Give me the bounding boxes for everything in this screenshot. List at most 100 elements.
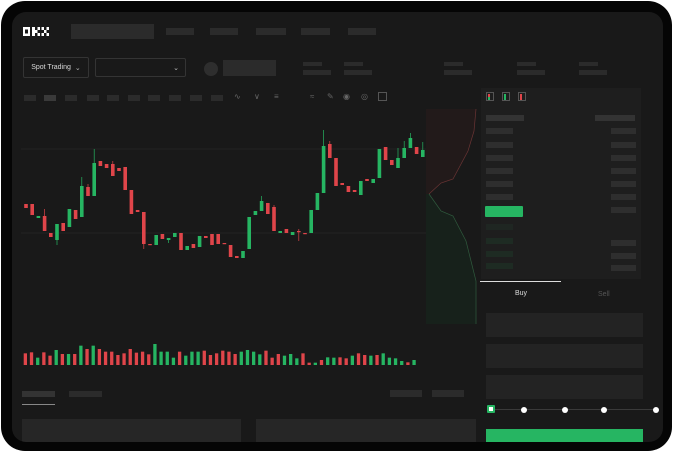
timeframe-button[interactable]: [44, 95, 56, 101]
okx-logo[interactable]: [23, 25, 53, 39]
candle-body: [92, 163, 96, 196]
volume-bar: [128, 349, 132, 365]
price-chart[interactable]: [12, 12, 663, 442]
bottom-action[interactable]: [390, 390, 422, 397]
volume-bar: [110, 351, 114, 365]
timeframe-button[interactable]: [107, 95, 119, 101]
nav-item[interactable]: [301, 28, 330, 35]
orderbook-sell-icon[interactable]: [518, 92, 526, 101]
candle-body: [210, 234, 214, 245]
timeframe-button[interactable]: [190, 95, 202, 101]
volume-bar: [282, 355, 287, 365]
ask-price: [486, 142, 513, 148]
indicator-icon[interactable]: ∨: [254, 92, 260, 101]
camera-icon[interactable]: ◉: [343, 92, 350, 101]
draw-icon[interactable]: ✎: [327, 92, 334, 101]
settings-icon[interactable]: ◎: [361, 92, 368, 101]
timeframe-button[interactable]: [65, 95, 77, 101]
ask-size: [611, 168, 636, 174]
candle-body: [135, 210, 140, 212]
price-input[interactable]: [486, 313, 643, 337]
nav-item[interactable]: [348, 28, 376, 35]
candle-body: [67, 209, 72, 227]
chevron-down-icon: ⌄: [173, 64, 179, 72]
buy-button[interactable]: [486, 429, 643, 442]
slider-node-50[interactable]: [562, 407, 568, 413]
candle-body: [284, 229, 289, 233]
stat-value: [517, 70, 545, 75]
spot-trading-dropdown[interactable]: Spot Trading ⌄: [23, 57, 89, 78]
candle-body: [328, 144, 332, 158]
slider-track[interactable]: [490, 409, 656, 410]
stat-value: [579, 70, 607, 75]
timeframe-button[interactable]: [148, 95, 160, 101]
bottom-panel-left: [22, 419, 241, 442]
timeframe-button[interactable]: [24, 95, 36, 101]
stat-value: [444, 70, 472, 75]
candle-body: [179, 233, 183, 250]
bottom-action[interactable]: [432, 390, 464, 397]
nav-item[interactable]: [210, 28, 238, 35]
stat-label: [444, 62, 463, 66]
candle-body: [303, 233, 307, 235]
slider-node-100[interactable]: [653, 407, 659, 413]
amount-input[interactable]: [486, 344, 643, 368]
candle-body: [173, 233, 177, 237]
volume-bar: [289, 354, 293, 365]
candle-body: [272, 207, 276, 231]
pair-select[interactable]: ⌄: [95, 58, 186, 77]
candle-body: [154, 235, 158, 245]
timeframe-button[interactable]: [169, 95, 181, 101]
candle-body: [129, 190, 134, 214]
bid-price: [486, 251, 513, 257]
stat-label: [303, 62, 322, 66]
depth-bid-line: [428, 193, 477, 324]
candles-icon[interactable]: ∿: [234, 92, 241, 101]
fullscreen-icon[interactable]: [378, 92, 387, 101]
price-placeholder: [223, 60, 276, 76]
orderbook-both-icon[interactable]: [486, 92, 494, 101]
candle-body: [191, 244, 196, 248]
volume-bar: [60, 354, 65, 365]
bottom-tab-history[interactable]: [69, 391, 102, 397]
stat-label: [344, 62, 363, 66]
candle-body: [148, 244, 152, 246]
volume-bar: [227, 351, 231, 365]
volume-bar: [276, 354, 280, 365]
candle-body: [117, 168, 121, 171]
candle-body: [185, 246, 189, 250]
candle-body: [30, 204, 34, 215]
orderbook-buy-icon[interactable]: [502, 92, 510, 101]
tab-buy[interactable]: Buy: [515, 290, 528, 297]
timeframe-button[interactable]: [211, 95, 223, 101]
candle-body: [278, 231, 282, 233]
volume-bar: [350, 355, 355, 365]
candle-body: [359, 181, 363, 195]
timeframe-button[interactable]: [87, 95, 99, 101]
nav-item[interactable]: [166, 28, 194, 35]
nav-item[interactable]: [256, 28, 286, 35]
line-icon[interactable]: ≈: [310, 92, 315, 101]
volume-bar: [153, 344, 157, 365]
active-tab-indicator: [480, 281, 561, 282]
chart-type-icon[interactable]: ≡: [274, 92, 279, 101]
candle-body: [49, 233, 53, 237]
volume-bar: [406, 362, 410, 365]
volume-bar: [332, 357, 336, 365]
candle-body: [36, 216, 41, 218]
search-bar[interactable]: [71, 24, 154, 39]
volume-bar: [134, 352, 139, 365]
total-input[interactable]: [486, 375, 643, 399]
volume-bar: [338, 357, 342, 365]
ask-size: [611, 194, 636, 200]
bottom-tab-orders[interactable]: [22, 391, 55, 397]
timeframe-button[interactable]: [128, 95, 140, 101]
volume-bar: [245, 350, 250, 365]
bid-price: [486, 238, 513, 244]
slider-handle[interactable]: [487, 405, 495, 413]
tab-sell[interactable]: Sell: [598, 291, 610, 298]
slider-node-25[interactable]: [521, 407, 527, 413]
slider-node-75[interactable]: [601, 407, 607, 413]
candle-body: [197, 236, 202, 247]
